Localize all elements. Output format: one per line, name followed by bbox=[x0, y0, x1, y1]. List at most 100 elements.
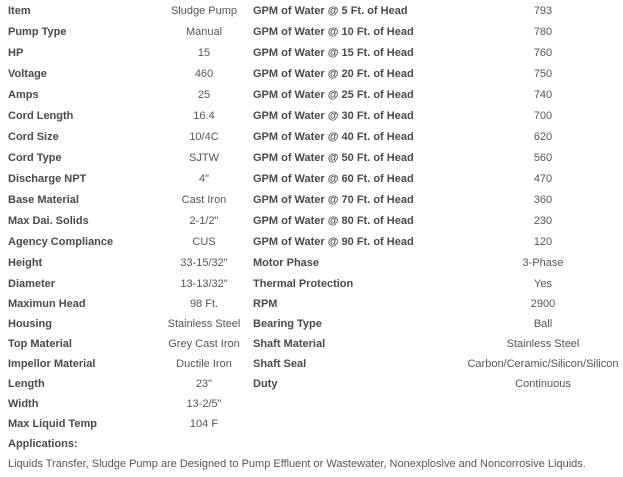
left-spec-row: Diameter 13-13/32" bbox=[0, 276, 623, 292]
spec-value: 2900 bbox=[530, 298, 556, 310]
spec-value: Carbon/Ceramic/Silicon/Silicon bbox=[467, 358, 619, 370]
spec-value: 700 bbox=[533, 110, 553, 122]
spec-label: Discharge NPT bbox=[8, 173, 87, 185]
left-spec-row: Maximun Head 98 Ft. bbox=[0, 296, 623, 312]
left-spec-row: Width 13-2/5" bbox=[0, 396, 623, 412]
left-spec-row: Housing Stainless Steel bbox=[0, 316, 623, 332]
spec-value: CUS bbox=[192, 236, 216, 248]
spec-label: Cord Size bbox=[8, 131, 59, 143]
spec-value: 33-15/32" bbox=[180, 257, 228, 269]
spec-value: 2-1/2" bbox=[189, 215, 219, 227]
right-spec-row: Shaft Seal Carbon/Ceramic/Silicon/Silicon bbox=[0, 356, 623, 372]
left-spec-row: Max Liquid Temp 104 F bbox=[0, 416, 623, 432]
right-spec-row: GPM of Water @ 5 Ft. of Head 793 bbox=[0, 3, 623, 19]
spec-value: Ball bbox=[533, 318, 553, 330]
spec-value: 740 bbox=[533, 89, 553, 101]
left-spec-row: Voltage 460 bbox=[0, 66, 623, 82]
spec-value: 120 bbox=[533, 236, 553, 248]
spec-value: 470 bbox=[533, 173, 553, 185]
spec-label: Shaft Material bbox=[253, 338, 326, 350]
spec-label: Impellor Material bbox=[8, 358, 96, 370]
spec-label: Length bbox=[8, 378, 45, 390]
spec-value: SJTW bbox=[189, 152, 219, 164]
spec-value: 793 bbox=[533, 5, 553, 17]
spec-label: Shaft Seal bbox=[253, 358, 307, 370]
spec-value: 360 bbox=[533, 194, 553, 206]
spec-label: Top Material bbox=[8, 338, 72, 350]
right-spec-row: Thermal Protection Yes bbox=[0, 276, 623, 292]
spec-label: Pump Type bbox=[8, 26, 67, 38]
spec-value: 750 bbox=[533, 68, 553, 80]
spec-label: Width bbox=[8, 398, 39, 410]
spec-label: Diameter bbox=[8, 278, 56, 290]
spec-label: GPM of Water @ 20 Ft. of Head bbox=[253, 68, 414, 80]
spec-label: Max Dai. Solids bbox=[8, 215, 89, 227]
spec-value: Continuous bbox=[515, 378, 571, 390]
right-spec-row: GPM of Water @ 60 Ft. of Head 470 bbox=[0, 171, 623, 187]
spec-label: GPM of Water @ 40 Ft. of Head bbox=[253, 131, 414, 143]
left-spec-row: Cord Length 16.4 bbox=[0, 108, 623, 124]
left-spec-row: Agency Compliance CUS bbox=[0, 234, 623, 250]
left-spec-row: Item Sludge Pump bbox=[0, 3, 623, 19]
right-spec-row: GPM of Water @ 90 Ft. of Head 120 bbox=[0, 234, 623, 250]
spec-value: 560 bbox=[533, 152, 553, 164]
spec-label: Item bbox=[8, 5, 31, 17]
spec-value: 16.4 bbox=[193, 110, 215, 122]
spec-value: 780 bbox=[533, 26, 553, 38]
left-spec-row: Max Dai. Solids 2-1/2" bbox=[0, 213, 623, 229]
spec-label: Agency Compliance bbox=[8, 236, 114, 248]
left-spec-row: HP 15 bbox=[0, 45, 623, 61]
spec-label: GPM of Water @ 90 Ft. of Head bbox=[253, 236, 414, 248]
left-spec-row: Length 23" bbox=[0, 376, 623, 392]
spec-value: 15 bbox=[197, 47, 211, 59]
right-spec-row: RPM 2900 bbox=[0, 296, 623, 312]
spec-label: GPM of Water @ 50 Ft. of Head bbox=[253, 152, 414, 164]
right-spec-row: GPM of Water @ 40 Ft. of Head 620 bbox=[0, 129, 623, 145]
spec-label: GPM of Water @ 60 Ft. of Head bbox=[253, 173, 414, 185]
spec-label: Duty bbox=[253, 378, 278, 390]
spec-label: Housing bbox=[8, 318, 52, 330]
spec-label: Motor Phase bbox=[253, 257, 320, 269]
spec-value: 13-2/5" bbox=[186, 398, 222, 410]
spec-label: Cord Type bbox=[8, 152, 62, 164]
right-spec-row: GPM of Water @ 25 Ft. of Head 740 bbox=[0, 87, 623, 103]
left-spec-row: Discharge NPT 4" bbox=[0, 171, 623, 187]
spec-label: RPM bbox=[253, 298, 278, 310]
left-spec-row: Amps 25 bbox=[0, 87, 623, 103]
spec-label: GPM of Water @ 30 Ft. of Head bbox=[253, 110, 414, 122]
left-spec-row: Pump Type Manual bbox=[0, 24, 623, 40]
spec-value: 760 bbox=[533, 47, 553, 59]
spec-label: Base Material bbox=[8, 194, 79, 206]
spec-label: Thermal Protection bbox=[253, 278, 354, 290]
right-spec-row: GPM of Water @ 50 Ft. of Head 560 bbox=[0, 150, 623, 166]
spec-label: Bearing Type bbox=[253, 318, 322, 330]
right-spec-row: GPM of Water @ 80 Ft. of Head 230 bbox=[0, 213, 623, 229]
left-spec-row: Top Material Grey Cast Iron bbox=[0, 336, 623, 352]
spec-value: 13-13/32" bbox=[180, 278, 228, 290]
applications-text: Liquids Transfer, Sludge Pump are Design… bbox=[8, 458, 586, 470]
right-spec-row: Duty Continuous bbox=[0, 376, 623, 392]
spec-value: 10/4C bbox=[189, 131, 219, 143]
spec-value: 3-Phase bbox=[522, 257, 564, 269]
spec-label: GPM of Water @ 80 Ft. of Head bbox=[253, 215, 414, 227]
spec-value: Yes bbox=[534, 278, 552, 290]
spec-label: Amps bbox=[8, 89, 39, 101]
applications-title: Applications: bbox=[8, 438, 78, 450]
spec-value: 620 bbox=[533, 131, 553, 143]
left-spec-row: Cord Size 10/4C bbox=[0, 129, 623, 145]
spec-label: Voltage bbox=[8, 68, 47, 80]
left-spec-row: Cord Type SJTW bbox=[0, 150, 623, 166]
spec-value: 460 bbox=[194, 68, 214, 80]
spec-value: 98 Ft. bbox=[189, 298, 219, 310]
left-spec-row: Base Material Cast Iron bbox=[0, 192, 623, 208]
right-spec-row: GPM of Water @ 70 Ft. of Head 360 bbox=[0, 192, 623, 208]
spec-value: Sludge Pump bbox=[170, 5, 238, 17]
right-spec-row: Shaft Material Stainless Steel bbox=[0, 336, 623, 352]
spec-label: GPM of Water @ 15 Ft. of Head bbox=[253, 47, 414, 59]
spec-value: 25 bbox=[197, 89, 211, 101]
spec-value: 4" bbox=[198, 173, 210, 185]
spec-value: 23" bbox=[195, 378, 213, 390]
right-spec-row: Motor Phase 3-Phase bbox=[0, 255, 623, 271]
spec-label: Cord Length bbox=[8, 110, 74, 122]
spec-value: Grey Cast Iron bbox=[168, 338, 240, 350]
